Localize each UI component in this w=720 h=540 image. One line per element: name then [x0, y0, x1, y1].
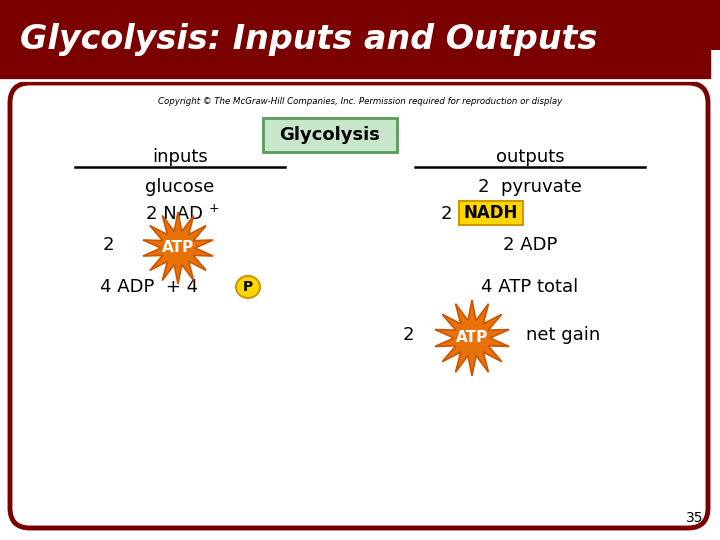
FancyBboxPatch shape: [459, 201, 523, 225]
Text: Copyright © The McGraw-Hill Companies, Inc. Permission required for reproduction: Copyright © The McGraw-Hill Companies, I…: [158, 98, 562, 106]
Text: outputs: outputs: [495, 148, 564, 166]
Polygon shape: [435, 300, 509, 376]
Text: net gain: net gain: [526, 326, 600, 344]
Text: Glycolysis: Glycolysis: [279, 126, 380, 144]
Text: 4 ADP  + 4: 4 ADP + 4: [100, 278, 198, 296]
Text: 2  pyruvate: 2 pyruvate: [478, 178, 582, 196]
FancyBboxPatch shape: [263, 118, 397, 152]
FancyBboxPatch shape: [10, 83, 708, 528]
Text: 35: 35: [686, 511, 703, 525]
Text: 2 NAD: 2 NAD: [146, 205, 204, 223]
Text: inputs: inputs: [152, 148, 208, 166]
Text: 2: 2: [440, 205, 451, 223]
Text: ATP: ATP: [456, 330, 488, 346]
FancyBboxPatch shape: [0, 0, 710, 80]
Bar: [0, 0, 720, 50]
Text: glucose: glucose: [145, 178, 215, 196]
Text: 4 ATP total: 4 ATP total: [482, 278, 579, 296]
Ellipse shape: [236, 276, 260, 298]
Polygon shape: [143, 212, 213, 284]
Text: Glycolysis: Inputs and Outputs: Glycolysis: Inputs and Outputs: [20, 24, 598, 57]
Text: ATP: ATP: [162, 240, 194, 255]
Text: 2: 2: [402, 326, 414, 344]
Text: P: P: [243, 280, 253, 294]
Text: 2 ADP: 2 ADP: [503, 236, 557, 254]
Text: NADH: NADH: [464, 204, 518, 222]
Text: +: +: [209, 201, 220, 214]
Text: 2: 2: [102, 236, 114, 254]
